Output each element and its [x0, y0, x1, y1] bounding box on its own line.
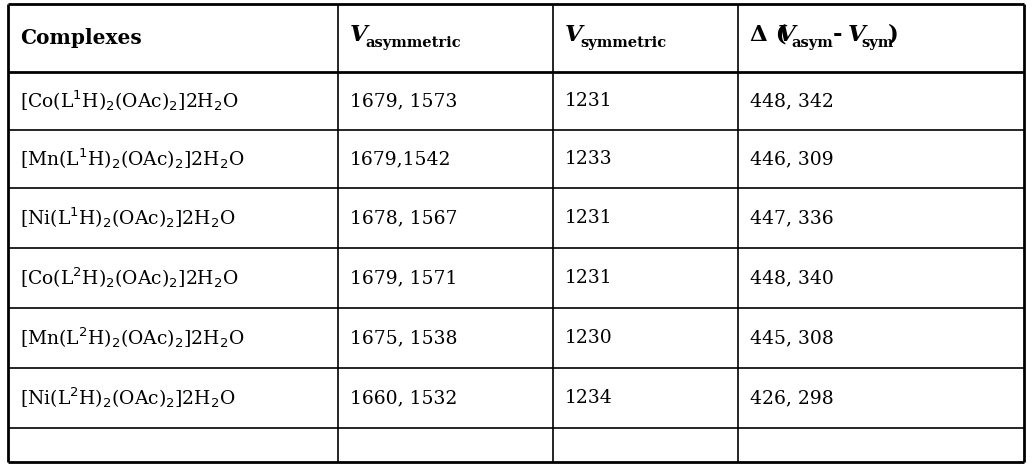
Text: [Ni(L$^{1}$H)$_2$(OAc)$_2$]2H$_2$O: [Ni(L$^{1}$H)$_2$(OAc)$_2$]2H$_2$O — [20, 205, 235, 230]
Text: V: V — [565, 24, 583, 46]
Text: asymmetric: asymmetric — [365, 36, 460, 50]
Text: [Co(L$^{2}$H)$_2$(OAc)$_2$]2H$_2$O: [Co(L$^{2}$H)$_2$(OAc)$_2$]2H$_2$O — [20, 266, 238, 291]
Text: 1231: 1231 — [565, 269, 613, 287]
Text: V: V — [848, 24, 866, 46]
Text: 1679, 1573: 1679, 1573 — [350, 92, 457, 110]
Text: -: - — [825, 24, 850, 46]
Text: 1231: 1231 — [565, 92, 613, 110]
Text: asym: asym — [791, 36, 833, 50]
Text: 1679, 1571: 1679, 1571 — [350, 269, 457, 287]
Text: [Co(L$^{1}$H)$_2$(OAc)$_2$]2H$_2$O: [Co(L$^{1}$H)$_2$(OAc)$_2$]2H$_2$O — [20, 88, 238, 113]
Text: 448, 340: 448, 340 — [750, 269, 834, 287]
Text: 447, 336: 447, 336 — [750, 209, 834, 227]
Text: [Mn(L$^{1}$H)$_2$(OAc)$_2$]2H$_2$O: [Mn(L$^{1}$H)$_2$(OAc)$_2$]2H$_2$O — [20, 146, 245, 171]
Text: 1660, 1532: 1660, 1532 — [350, 389, 457, 407]
Text: Δ (: Δ ( — [750, 24, 786, 46]
Text: symmetric: symmetric — [580, 36, 666, 50]
Text: 448, 342: 448, 342 — [750, 92, 834, 110]
Text: 1234: 1234 — [565, 389, 613, 407]
Text: V: V — [350, 24, 367, 46]
Text: [Mn(L$^{2}$H)$_2$(OAc)$_2$]2H$_2$O: [Mn(L$^{2}$H)$_2$(OAc)$_2$]2H$_2$O — [20, 326, 245, 351]
Text: sym: sym — [861, 36, 894, 50]
Text: 446, 309: 446, 309 — [750, 150, 834, 168]
Text: 1675, 1538: 1675, 1538 — [350, 329, 457, 347]
Text: 426, 298: 426, 298 — [750, 389, 834, 407]
Text: 1231: 1231 — [565, 209, 613, 227]
Text: Complexes: Complexes — [20, 28, 141, 48]
Text: 1679,1542: 1679,1542 — [350, 150, 452, 168]
Text: [Ni(L$^{2}$H)$_2$(OAc)$_2$]2H$_2$O: [Ni(L$^{2}$H)$_2$(OAc)$_2$]2H$_2$O — [20, 386, 235, 410]
Text: 1233: 1233 — [565, 150, 613, 168]
Text: 445, 308: 445, 308 — [750, 329, 834, 347]
Text: 1678, 1567: 1678, 1567 — [350, 209, 457, 227]
Text: V: V — [778, 24, 796, 46]
Text: ): ) — [888, 24, 899, 46]
Text: 1230: 1230 — [565, 329, 613, 347]
